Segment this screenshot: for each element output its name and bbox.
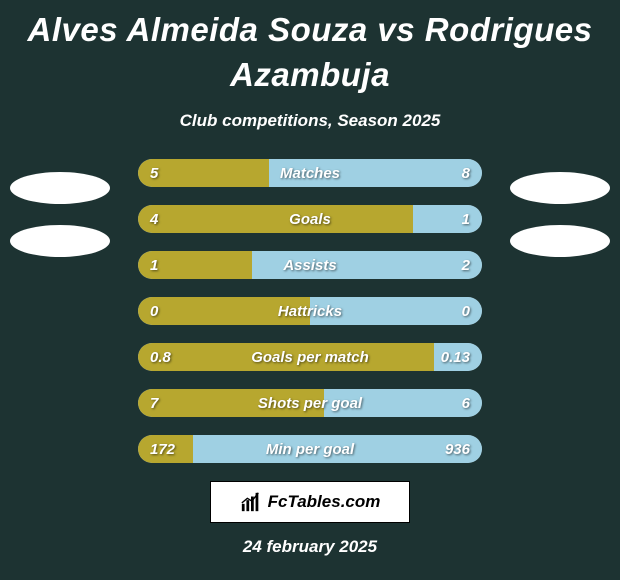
stat-row: Assists12 xyxy=(138,251,482,279)
bar-right xyxy=(324,389,482,417)
stat-row: Min per goal172936 xyxy=(138,435,482,463)
bar-right xyxy=(193,435,482,463)
bar-left xyxy=(138,205,413,233)
stat-value-right: 0 xyxy=(462,297,470,325)
stat-row: Matches58 xyxy=(138,159,482,187)
chart-icon xyxy=(240,491,262,513)
player1-avatar-row2 xyxy=(10,225,110,257)
bar-right xyxy=(252,251,482,279)
bar-track xyxy=(138,159,482,187)
stat-value-left: 7 xyxy=(150,389,158,417)
brand-text: FcTables.com xyxy=(268,492,381,512)
subtitle: Club competitions, Season 2025 xyxy=(0,111,620,131)
stat-value-right: 1 xyxy=(462,205,470,233)
bar-right xyxy=(269,159,482,187)
stat-value-right: 2 xyxy=(462,251,470,279)
date-text: 24 february 2025 xyxy=(0,537,620,557)
brand-badge: FcTables.com xyxy=(210,481,410,523)
bar-track xyxy=(138,205,482,233)
bar-track xyxy=(138,389,482,417)
bar-left xyxy=(138,343,434,371)
stat-value-left: 172 xyxy=(150,435,175,463)
player2-avatar-row1 xyxy=(510,172,610,204)
bar-left xyxy=(138,389,324,417)
page-title: Alves Almeida Souza vs Rodrigues Azambuj… xyxy=(0,0,620,97)
stat-value-left: 1 xyxy=(150,251,158,279)
stats-rows: Matches58Goals41Assists12Hattricks00Goal… xyxy=(0,159,620,463)
bar-track xyxy=(138,251,482,279)
stat-value-left: 0 xyxy=(150,297,158,325)
bar-left xyxy=(138,297,310,325)
stat-value-right: 8 xyxy=(462,159,470,187)
stat-row: Shots per goal76 xyxy=(138,389,482,417)
bar-right xyxy=(310,297,482,325)
stat-value-left: 0.8 xyxy=(150,343,171,371)
bar-right xyxy=(413,205,482,233)
stat-value-right: 0.13 xyxy=(441,343,470,371)
bar-track xyxy=(138,343,482,371)
stat-value-left: 5 xyxy=(150,159,158,187)
stat-row: Hattricks00 xyxy=(138,297,482,325)
stat-value-left: 4 xyxy=(150,205,158,233)
stat-row: Goals41 xyxy=(138,205,482,233)
stat-row: Goals per match0.80.13 xyxy=(138,343,482,371)
stat-value-right: 6 xyxy=(462,389,470,417)
bar-track xyxy=(138,297,482,325)
stat-value-right: 936 xyxy=(445,435,470,463)
player1-avatar-row1 xyxy=(10,172,110,204)
bar-track xyxy=(138,435,482,463)
player2-avatar-row2 xyxy=(510,225,610,257)
